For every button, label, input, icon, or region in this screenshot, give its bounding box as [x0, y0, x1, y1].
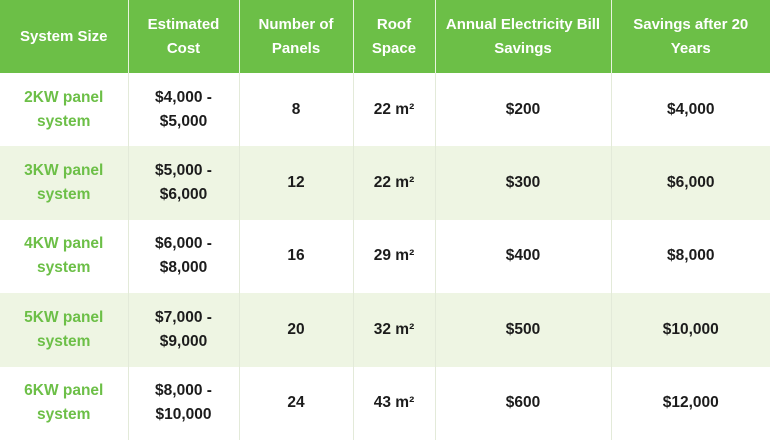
header-cell: Roof Space	[352, 0, 435, 73]
system-size-cell: 6KW panel system	[0, 366, 128, 440]
table-cell: 24	[238, 366, 353, 440]
table-row: 6KW panel system $8,000 - $10,000 24 43 m² $…	[0, 366, 770, 440]
header-cell: Annual Electricity Bill Savings	[434, 0, 611, 73]
table-cell: 29 m²	[352, 219, 435, 294]
table-cell: $600	[434, 366, 611, 440]
system-size-cell: 2KW panel system	[0, 73, 128, 147]
table-cell: $6,000	[610, 146, 770, 220]
header-row: System Size Estimated Cost Number of Panel…	[0, 0, 770, 73]
header-cell: Estimated Cost	[127, 0, 239, 73]
system-size-cell: 3KW panel system	[0, 146, 128, 220]
table-cell: 20	[238, 293, 353, 367]
table-cell: $4,000	[610, 73, 770, 147]
table-cell: $8,000 - $10,000	[127, 366, 239, 440]
table-cell: $300	[434, 146, 611, 220]
table-cell: $4,000 - $5,000	[127, 73, 239, 147]
table-body: 2KW panel system $4,000 - $5,000 8 22 m² $20…	[0, 73, 770, 440]
table-cell: $8,000	[610, 219, 770, 294]
table-header: System Size Estimated Cost Number of Panel…	[0, 0, 770, 73]
table-cell: $6,000 - $8,000	[127, 219, 239, 294]
table-cell: 8	[238, 73, 353, 147]
header-cell: Number of Panels	[238, 0, 353, 73]
header-cell: Savings after 20 Years	[610, 0, 770, 73]
table-row: 5KW panel system $7,000 - $9,000 20 32 m² $5…	[0, 293, 770, 367]
table-cell: $200	[434, 73, 611, 147]
table-cell: $10,000	[610, 293, 770, 367]
table-cell: $7,000 - $9,000	[127, 293, 239, 367]
table-row: 4KW panel system $6,000 - $8,000 16 29 m² $4…	[0, 219, 770, 294]
table-cell: 16	[238, 219, 353, 294]
table-row: 2KW panel system $4,000 - $5,000 8 22 m² $20…	[0, 73, 770, 147]
table-cell: $5,000 - $6,000	[127, 146, 239, 220]
header-cell: System Size	[0, 0, 128, 73]
table-cell: $500	[434, 293, 611, 367]
table-cell: 43 m²	[352, 366, 435, 440]
table-cell: $12,000	[610, 366, 770, 440]
table-cell: $400	[434, 219, 611, 294]
system-size-cell: 5KW panel system	[0, 293, 128, 367]
table-cell: 32 m²	[352, 293, 435, 367]
system-size-cell: 4KW panel system	[0, 219, 128, 294]
table-cell: 12	[238, 146, 353, 220]
table-row: 3KW panel system $5,000 - $6,000 12 22 m² $3…	[0, 146, 770, 220]
table-cell: 22 m²	[352, 146, 435, 220]
table-cell: 22 m²	[352, 73, 435, 147]
